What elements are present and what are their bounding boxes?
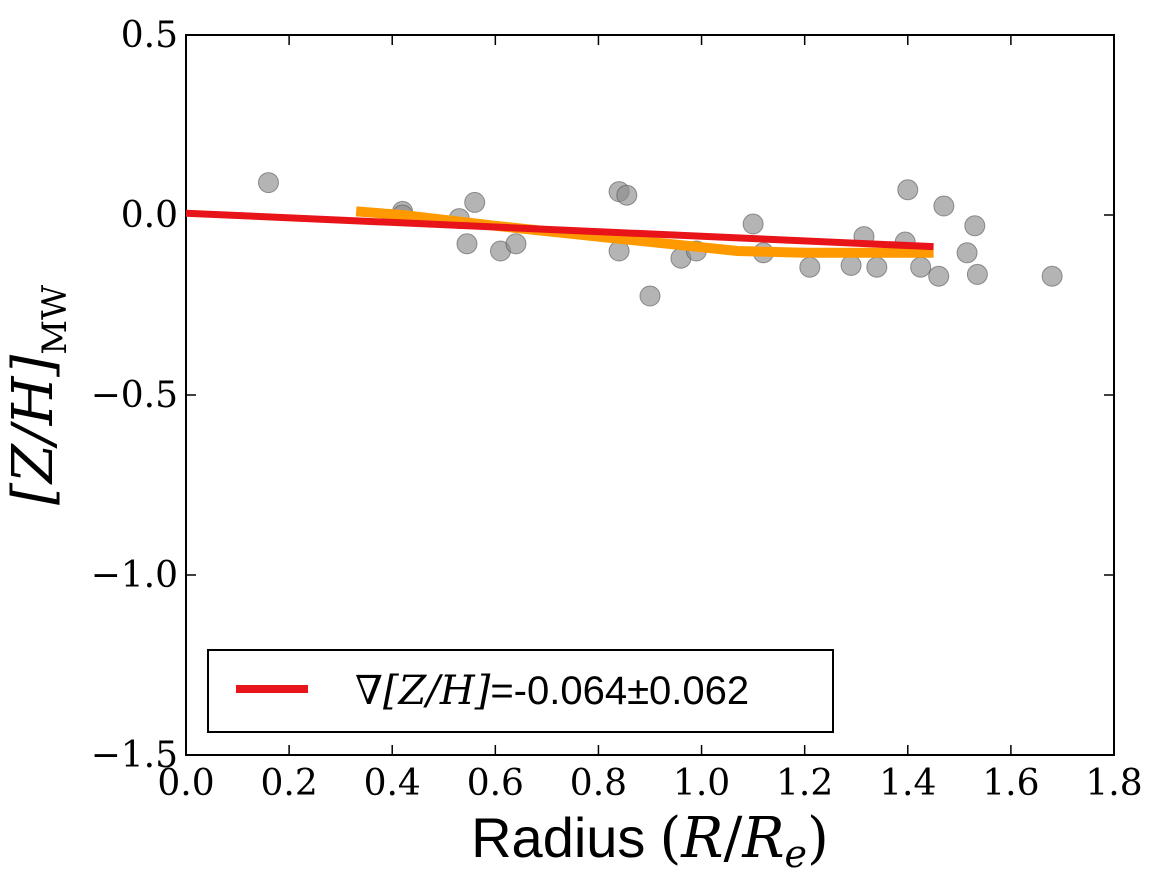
legend-box bbox=[207, 649, 834, 733]
x-axis-label-Re: R bbox=[741, 806, 784, 871]
scatter-point bbox=[742, 213, 764, 235]
scatter-point bbox=[464, 191, 486, 213]
line-series bbox=[185, 206, 934, 258]
x-axis-label-R: R bbox=[680, 806, 723, 871]
x-axis-label-slash: / bbox=[723, 806, 742, 871]
x-axis-label-open: ( bbox=[659, 806, 681, 871]
y-tick-label: −0.5 bbox=[91, 375, 178, 416]
y-axis-label-sub: MW bbox=[35, 285, 75, 355]
scatter-point bbox=[928, 265, 950, 287]
y-tick-label: 0.5 bbox=[121, 15, 178, 56]
x-axis-label-sub-e: e bbox=[785, 832, 808, 876]
x-axis-label-close: ) bbox=[807, 806, 829, 871]
axis-ticks bbox=[185, 34, 1115, 756]
x-tick-label: 1.6 bbox=[982, 763, 1039, 804]
x-tick-label: 0.0 bbox=[157, 763, 214, 804]
y-axis-label-main: [Z/H] bbox=[1, 355, 66, 505]
scatter-point bbox=[257, 172, 279, 194]
scatter-point bbox=[1041, 265, 1063, 287]
scatter-point bbox=[966, 263, 988, 285]
scatter-point bbox=[897, 179, 919, 201]
scatter-point bbox=[616, 184, 638, 206]
x-tick-label: 0.4 bbox=[364, 763, 421, 804]
y-tick-label: −1.0 bbox=[91, 555, 178, 596]
legend: ∇[Z/H]=-0.064±0.062 bbox=[207, 649, 834, 733]
x-tick-label: 0.6 bbox=[467, 763, 524, 804]
binned-profile-line bbox=[355, 206, 934, 258]
y-axis-label: [Z/H]MW bbox=[1, 285, 75, 505]
legend-label: ∇[Z/H]=-0.064±0.062 bbox=[355, 668, 749, 714]
scatter-point bbox=[866, 256, 888, 278]
scatter-point bbox=[933, 195, 955, 217]
x-tick-labels: 0.0 0.2 0.4 0.6 0.8 1.0 1.2 1.4 1.6 1.8 bbox=[157, 763, 1142, 804]
x-tick-label: 1.4 bbox=[879, 763, 936, 804]
legend-nabla: ∇ bbox=[355, 668, 383, 714]
scatter-point bbox=[505, 233, 527, 255]
x-tick-label: 1.8 bbox=[1085, 763, 1142, 804]
scatter-point bbox=[910, 256, 932, 278]
x-tick-label: 0.2 bbox=[260, 763, 317, 804]
legend-math: [Z/H] bbox=[383, 668, 491, 714]
x-tick-label: 0.8 bbox=[570, 763, 627, 804]
scatter-point bbox=[964, 215, 986, 237]
x-axis-label-word: Radius bbox=[471, 806, 645, 869]
scatter-point bbox=[456, 233, 478, 255]
x-axis-label: Radius (R/Re) bbox=[471, 806, 829, 876]
x-tick-label: 1.0 bbox=[673, 763, 730, 804]
y-tick-label: 0.0 bbox=[121, 195, 178, 236]
legend-value: =-0.064±0.062 bbox=[490, 669, 749, 713]
x-tick-label: 1.2 bbox=[776, 763, 833, 804]
scatter-point bbox=[840, 254, 862, 276]
gradient-fit-line bbox=[185, 209, 934, 251]
scatter-point bbox=[956, 242, 978, 264]
scatter-point bbox=[799, 256, 821, 278]
scatter-point bbox=[639, 285, 661, 307]
y-tick-label: −1.5 bbox=[91, 735, 178, 776]
y-tick-labels: 0.5 0.0 −0.5 −1.0 −1.5 bbox=[91, 15, 178, 776]
